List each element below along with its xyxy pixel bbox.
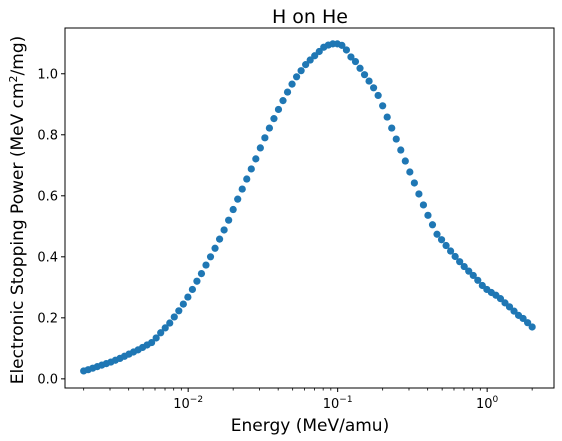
data-point xyxy=(179,300,187,308)
data-point xyxy=(401,157,409,165)
y-tick-label: 0.4 xyxy=(37,250,58,265)
data-point xyxy=(397,146,405,154)
chart-title: H on He xyxy=(272,6,348,28)
y-tick-label: 0.8 xyxy=(37,128,58,143)
data-point xyxy=(360,71,369,79)
data-point xyxy=(157,329,165,337)
data-point xyxy=(465,267,473,275)
data-point xyxy=(306,56,314,64)
x-tick-label: 100 xyxy=(476,395,499,412)
data-point xyxy=(252,155,260,163)
data-series xyxy=(80,40,536,375)
data-point xyxy=(175,307,183,315)
data-point xyxy=(524,319,532,327)
y-axis-label-tail: /mg) xyxy=(8,36,28,76)
data-point xyxy=(148,338,156,347)
x-axis-label: Energy (MeV/amu) xyxy=(231,416,389,436)
data-point xyxy=(338,41,346,49)
data-point xyxy=(247,165,255,173)
data-point xyxy=(356,64,364,72)
data-point xyxy=(206,253,215,261)
y-axis-label-superscript: 2 xyxy=(7,75,20,82)
data-point xyxy=(347,53,355,61)
data-point xyxy=(451,252,459,261)
data-point xyxy=(261,134,269,142)
y-tick-label: 0.2 xyxy=(37,311,58,326)
y-tick-label: 1.0 xyxy=(37,67,58,82)
data-point xyxy=(211,244,219,252)
data-point xyxy=(288,80,296,88)
data-point xyxy=(315,47,323,56)
data-point xyxy=(229,205,237,214)
data-point xyxy=(184,293,192,301)
data-point xyxy=(283,88,292,96)
data-point xyxy=(166,319,174,327)
data-point xyxy=(519,314,527,323)
data-point xyxy=(225,216,233,224)
data-point xyxy=(302,61,310,69)
y-axis-label-main: Electronic Stopping Power (MeV cm xyxy=(8,82,28,384)
data-point xyxy=(388,124,396,132)
data-point xyxy=(433,230,441,238)
data-point xyxy=(215,235,224,243)
data-point xyxy=(365,77,373,85)
data-point xyxy=(202,261,210,269)
data-point xyxy=(270,115,278,123)
data-point xyxy=(419,201,428,209)
data-point xyxy=(161,324,169,332)
data-point xyxy=(292,73,301,81)
data-point xyxy=(528,323,536,331)
data-point xyxy=(234,195,242,203)
y-tick-label: 0.6 xyxy=(37,189,58,204)
data-point xyxy=(279,97,287,105)
x-tick-label: 10−1 xyxy=(323,395,353,412)
data-point xyxy=(437,236,446,244)
data-point xyxy=(256,144,264,152)
x-tick-label: 10−2 xyxy=(173,395,203,412)
data-point xyxy=(469,271,477,280)
data-point xyxy=(505,303,514,311)
data-point xyxy=(342,46,351,54)
y-tick-label: 0.0 xyxy=(37,372,58,387)
data-point xyxy=(447,247,455,255)
data-point xyxy=(170,313,178,321)
plot-area: 0.0 0.2 0.4 0.6 0.8 1.0 10−2 10−1 100 xyxy=(37,27,555,412)
data-point xyxy=(188,285,196,294)
data-point xyxy=(238,185,246,193)
data-point xyxy=(193,277,201,285)
data-point xyxy=(243,175,251,183)
data-point xyxy=(311,52,319,60)
data-point xyxy=(460,262,468,271)
data-point xyxy=(383,113,391,121)
data-point xyxy=(456,258,464,266)
data-point xyxy=(442,241,450,250)
data-point xyxy=(410,179,418,187)
data-point xyxy=(415,190,423,198)
data-point xyxy=(265,124,274,132)
data-point xyxy=(474,276,482,284)
data-point xyxy=(297,67,305,75)
data-point xyxy=(197,269,206,278)
data-point xyxy=(424,211,432,219)
data-point xyxy=(220,226,228,234)
data-point xyxy=(274,105,283,114)
data-point xyxy=(379,102,387,110)
data-point xyxy=(351,57,360,66)
data-point xyxy=(496,295,505,303)
data-point xyxy=(370,84,378,92)
data-point xyxy=(152,334,160,342)
data-point xyxy=(406,168,414,176)
data-point xyxy=(428,221,437,229)
data-point xyxy=(392,135,400,143)
data-point xyxy=(510,307,518,315)
data-point xyxy=(374,91,382,100)
y-axis-label: Electronic Stopping Power (MeV cm2/mg) xyxy=(7,36,29,385)
axes-frame xyxy=(64,27,555,389)
